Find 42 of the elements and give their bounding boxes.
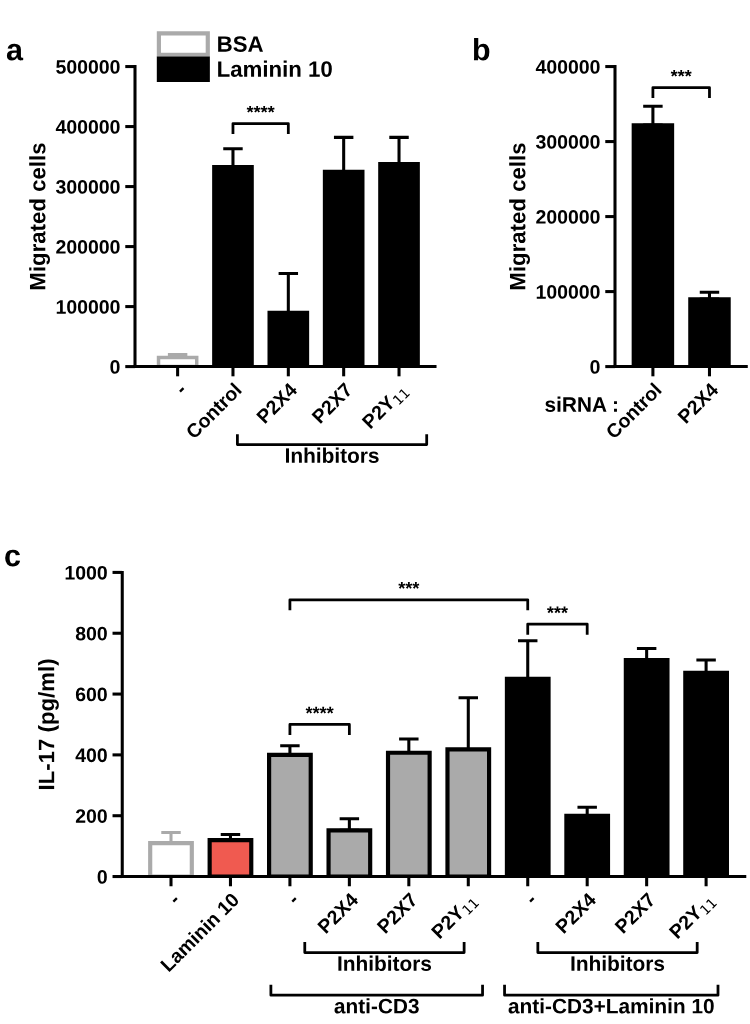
text: Inhibitors [338,955,432,971]
annotation: *** [670,69,692,77]
annotation: *** [398,582,420,589]
y-axis-title: Migrated cells [29,143,50,290]
y-tick-label: 0 [590,360,600,374]
annotation: **** [246,105,275,113]
x-tick-label: - [179,387,185,393]
x-tick-label: - [291,897,297,903]
annotation: **** [305,706,334,714]
x-tick-label: P2Y$_{11}$ [430,892,480,942]
x-tick-label: P2Y$_{11}$ [668,892,717,942]
y-tick-label: 200 [75,809,107,823]
y-tick-label: 200000 [536,210,600,224]
text: anti-CD3 [334,998,419,1014]
annotation: *** [546,606,568,614]
y-axis-title: IL-17 (pg/ml) [38,659,59,790]
chart-title: a [6,43,24,61]
text: Inhibitors [285,447,379,463]
y-tick-label: 100000 [536,285,600,299]
x-tick-label: - [529,897,535,903]
y-tick-label: 300000 [535,135,600,149]
y-tick-label: 600 [75,687,107,702]
x-tick-label: P2Y$_{11}$ [361,382,410,432]
y-tick-label: 100000 [56,300,120,314]
chart-title: c [5,549,21,567]
x-tick-label: - [172,897,178,903]
text: anti-CD3+Laminin 10 [508,998,714,1014]
y-tick-label: 0 [97,870,107,884]
y-tick-label: 200000 [56,240,120,254]
y-tick-label: 400000 [55,120,120,134]
y-tick-label: 300000 [55,180,120,194]
y-tick-label: 0 [110,360,120,374]
legend-label: BSA [218,36,263,52]
y-tick-label: 500000 [56,60,120,74]
y-tick-label: 1000 [65,565,107,580]
y-tick-label: 400000 [535,60,600,74]
y-tick-label: 800 [75,626,107,641]
text: Inhibitors [571,955,665,971]
y-axis-title: Migrated cells [509,143,530,290]
legend-label: Laminin 10 [218,60,332,77]
y-tick-label: 400 [75,748,107,763]
chart-title: b [473,38,490,61]
